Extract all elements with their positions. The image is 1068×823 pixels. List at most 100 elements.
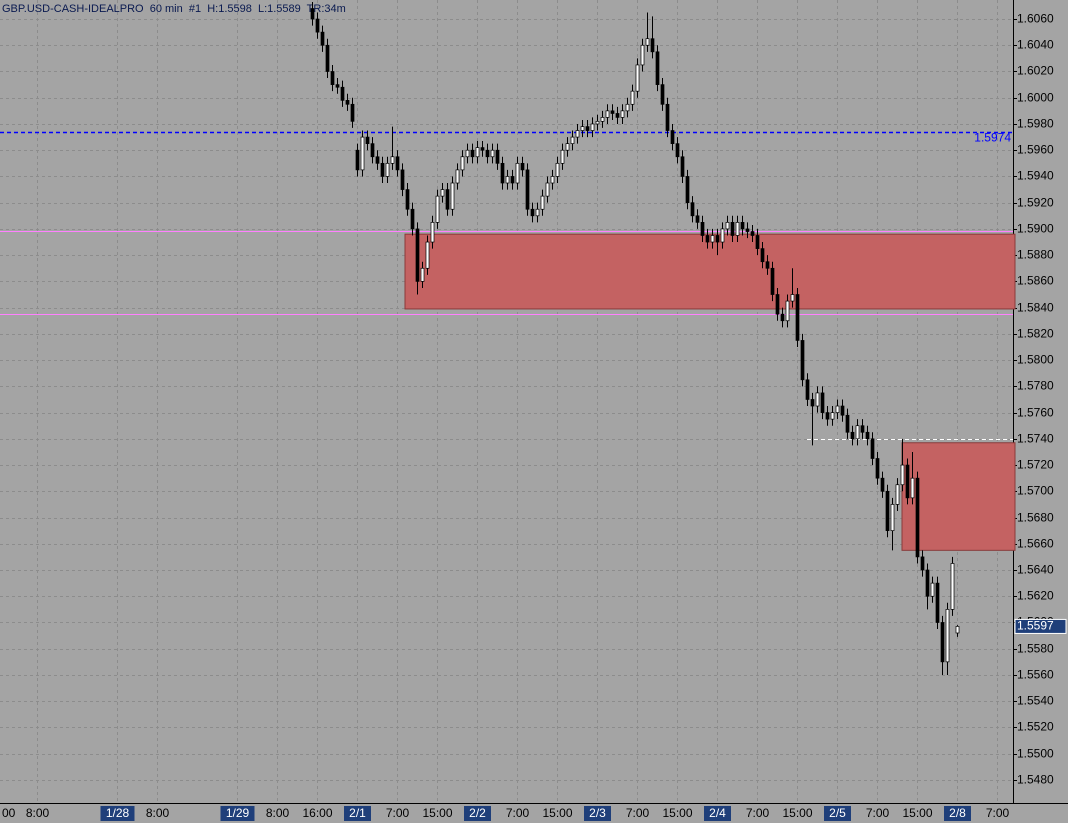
candle-body xyxy=(620,110,625,118)
candle-body xyxy=(520,162,525,171)
date-label-box xyxy=(220,806,255,821)
candle-body xyxy=(660,84,665,105)
x-tick-label: 2/4 xyxy=(709,806,726,820)
y-tick-label: 1.5640 xyxy=(1017,563,1054,577)
candle-body xyxy=(430,222,435,243)
candle-body xyxy=(515,162,520,184)
candle-body xyxy=(670,130,675,145)
candle-body xyxy=(330,71,335,85)
y-tick-label: 1.5500 xyxy=(1017,747,1054,761)
candle-body xyxy=(630,90,635,105)
x-tick-label: 8:00 xyxy=(146,806,170,820)
candle-body xyxy=(830,412,835,420)
candle-body xyxy=(550,176,555,184)
candle-body xyxy=(815,392,820,407)
candle-body xyxy=(475,147,480,158)
y-tick-label: 1.5660 xyxy=(1017,537,1054,551)
candle-body xyxy=(725,222,730,230)
candle-body xyxy=(570,136,575,145)
x-tick-label: 00 xyxy=(2,806,16,820)
y-tick-label: 1.5820 xyxy=(1017,327,1054,341)
x-tick-label: 7:00 xyxy=(386,806,410,820)
candle-body xyxy=(840,405,845,416)
candle-body xyxy=(775,294,780,315)
candle-body xyxy=(730,222,735,236)
candle-body xyxy=(325,44,330,72)
candle-body xyxy=(895,484,900,505)
candle-body xyxy=(370,143,375,158)
x-tick-label: 15:00 xyxy=(662,806,692,820)
candle-body xyxy=(500,162,505,184)
y-tick-label: 1.5580 xyxy=(1017,642,1054,656)
x-tick-label: 7:00 xyxy=(986,806,1010,820)
candle-body xyxy=(470,149,475,158)
candle-body xyxy=(930,582,935,597)
last-price-label: 1.5597 xyxy=(1017,619,1054,633)
x-tick-label: 7:00 xyxy=(746,806,770,820)
y-tick-label: 1.5980 xyxy=(1017,117,1054,131)
candle-body xyxy=(375,156,380,164)
candle-body xyxy=(485,149,490,158)
date-label-box xyxy=(584,806,611,821)
candle-body xyxy=(685,176,690,204)
x-tick-label: 1/29 xyxy=(226,806,250,820)
candle-body xyxy=(945,609,950,663)
candle-body xyxy=(355,149,360,171)
candle-body xyxy=(595,120,600,125)
candle-body xyxy=(650,38,655,53)
candle-body xyxy=(540,195,545,210)
candle-body xyxy=(900,464,905,486)
candle-body xyxy=(400,169,405,190)
candle-body xyxy=(410,208,415,230)
x-tick-label: 7:00 xyxy=(866,806,890,820)
candle-body xyxy=(875,458,880,479)
candle-body xyxy=(850,431,855,440)
candle-body xyxy=(765,261,770,269)
candle-body xyxy=(385,162,390,177)
candle-body xyxy=(690,202,695,217)
y-tick-label: 1.5920 xyxy=(1017,196,1054,210)
candle-body xyxy=(535,208,540,217)
x-tick-label: 15:00 xyxy=(542,806,572,820)
candle-body xyxy=(655,51,660,85)
y-tick-label: 1.5880 xyxy=(1017,248,1054,262)
y-tick-label: 1.5960 xyxy=(1017,143,1054,157)
y-tick-label: 1.5900 xyxy=(1017,222,1054,236)
candle-body xyxy=(460,156,465,171)
candle-body xyxy=(675,143,680,158)
candle-body xyxy=(855,425,860,440)
candle-body xyxy=(610,110,615,114)
y-tick-label: 1.5720 xyxy=(1017,458,1054,472)
y-tick-label: 1.5680 xyxy=(1017,511,1054,525)
candle-body xyxy=(890,504,895,532)
last-price-box xyxy=(1014,618,1067,634)
candle-body xyxy=(510,176,515,184)
y-tick-label: 1.5540 xyxy=(1017,694,1054,708)
candle-body xyxy=(335,84,340,88)
candle-body xyxy=(915,477,920,558)
candle-body xyxy=(715,235,720,243)
candle-body xyxy=(560,149,565,164)
supply-zone xyxy=(901,442,1016,551)
y-tick-label: 1.5800 xyxy=(1017,353,1054,367)
candle-body xyxy=(465,149,470,158)
candle-body xyxy=(785,300,790,322)
candle-body xyxy=(920,556,925,571)
candle-body xyxy=(315,18,320,33)
candle-body xyxy=(340,86,345,101)
candle-body xyxy=(870,438,875,459)
candle-body xyxy=(755,235,760,249)
candle-body xyxy=(495,149,500,164)
candle-body xyxy=(705,235,710,243)
candle-body xyxy=(910,477,915,499)
line-label: 1.5974 xyxy=(974,131,1011,145)
candle-body xyxy=(935,582,940,623)
candle-body xyxy=(810,399,815,407)
y-tick-label: 1.5740 xyxy=(1017,432,1054,446)
candle-body xyxy=(360,136,365,171)
x-tick-label: 2/3 xyxy=(589,806,606,820)
candle-body xyxy=(720,228,725,243)
x-tick-label: 7:00 xyxy=(626,806,650,820)
